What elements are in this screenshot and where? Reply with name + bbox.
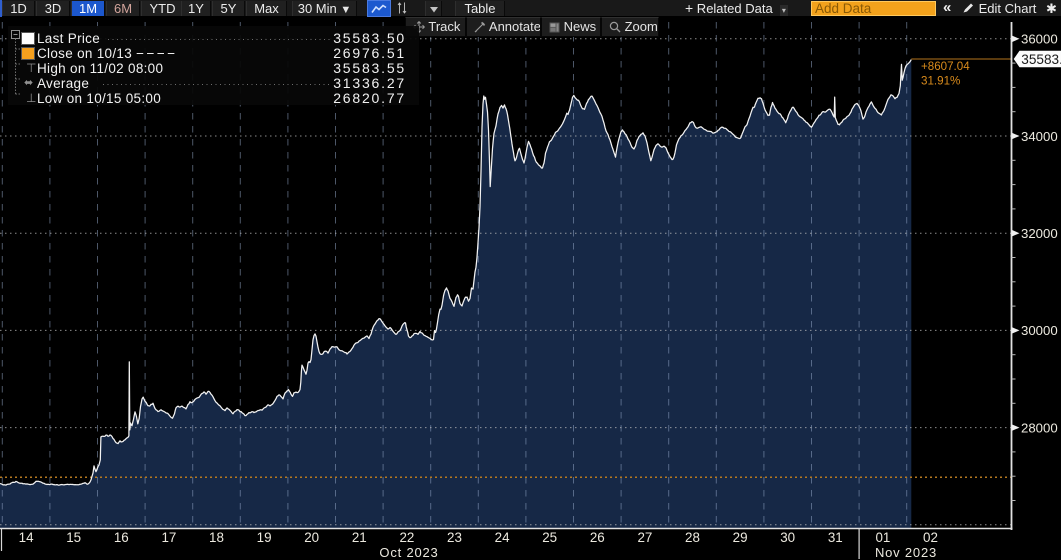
svg-text:24: 24 <box>495 530 510 545</box>
svg-text:30: 30 <box>780 530 795 545</box>
svg-text:+8607.04: +8607.04 <box>921 60 970 73</box>
svg-text:31.91%: 31.91% <box>921 75 960 88</box>
svg-text:19: 19 <box>257 530 272 545</box>
svg-text:Oct 2023: Oct 2023 <box>379 545 438 560</box>
svg-text:30000: 30000 <box>1021 323 1058 338</box>
svg-text:02: 02 <box>923 530 938 545</box>
svg-text:35583.5: 35583.5 <box>1021 52 1061 67</box>
svg-text:Nov 2023: Nov 2023 <box>875 545 937 560</box>
svg-text:34000: 34000 <box>1021 129 1058 144</box>
svg-text:23: 23 <box>447 530 462 545</box>
svg-text:26: 26 <box>590 530 605 545</box>
svg-text:36000: 36000 <box>1021 32 1058 47</box>
svg-text:16: 16 <box>114 530 129 545</box>
svg-text:29: 29 <box>733 530 748 545</box>
svg-text:31: 31 <box>828 530 843 545</box>
svg-text:15: 15 <box>66 530 81 545</box>
svg-text:28000: 28000 <box>1021 420 1058 435</box>
svg-text:25: 25 <box>542 530 557 545</box>
svg-text:21: 21 <box>352 530 367 545</box>
svg-text:27: 27 <box>637 530 652 545</box>
svg-text:20: 20 <box>304 530 319 545</box>
svg-text:28: 28 <box>685 530 700 545</box>
svg-text:18: 18 <box>209 530 224 545</box>
svg-text:01: 01 <box>875 530 890 545</box>
svg-text:14: 14 <box>19 530 34 545</box>
svg-text:17: 17 <box>161 530 176 545</box>
svg-text:32000: 32000 <box>1021 226 1058 241</box>
svg-text:22: 22 <box>399 530 414 545</box>
